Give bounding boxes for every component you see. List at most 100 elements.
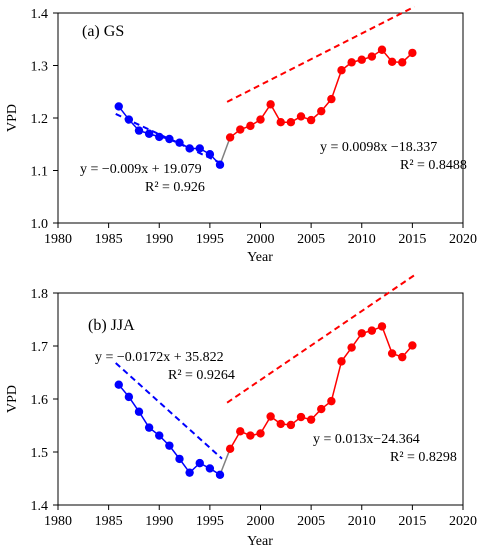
x-tick-label: 2015 [398, 514, 426, 529]
data-point [276, 118, 285, 127]
y-tick-label: 1.2 [31, 112, 49, 127]
x-tick-label: 1980 [44, 514, 72, 529]
data-point [205, 464, 215, 473]
data-point [215, 160, 225, 169]
data-point [144, 129, 154, 138]
regression-r2: R² = 0.926 [145, 180, 205, 195]
x-tick-label: 2020 [449, 232, 477, 247]
y-tick-label: 1.0 [31, 217, 49, 232]
data-point [357, 329, 366, 338]
data-point [185, 468, 194, 477]
data-point [165, 134, 174, 144]
regression-r2: R² = 0.8488 [400, 158, 467, 173]
data-point [337, 357, 346, 366]
data-point [175, 454, 184, 464]
trendline-1 [115, 362, 223, 460]
data-point [124, 115, 134, 124]
chart-panel-2: 1980 1985 1990 1995 2000 2005 2010 2015 2020 1.4 1… [5, 274, 477, 549]
data-point [195, 458, 204, 468]
x-tick-label: 2015 [398, 232, 426, 247]
x-tick-label: 1980 [44, 232, 72, 247]
data-point [236, 427, 245, 436]
regression-equation: y = −0.009x + 19.079 [80, 162, 202, 177]
data-point [327, 396, 336, 406]
data-point [124, 392, 134, 402]
data-point [114, 102, 123, 111]
series-line-2 [229, 325, 413, 450]
x-tick-label: 1995 [196, 514, 224, 529]
data-point [296, 112, 306, 121]
data-point [215, 470, 225, 479]
data-point [155, 132, 164, 142]
x-tick-label: 2000 [247, 232, 275, 247]
data-point [266, 412, 275, 421]
data-point [195, 144, 204, 153]
data-point [408, 341, 417, 350]
data-point [367, 326, 377, 335]
data-point [256, 429, 265, 438]
x-tick-label: 2010 [348, 232, 376, 247]
data-point [347, 58, 356, 67]
connector-line [219, 137, 231, 165]
x-tick-label: 2010 [348, 514, 376, 529]
trendline-2 [226, 274, 415, 404]
x-tick-label: 1990 [145, 514, 173, 529]
data-point [225, 133, 235, 142]
x-axis-label: Year [247, 250, 273, 265]
y-axis-label: VPD [5, 385, 20, 413]
regression-equation: y = −0.0172x + 35.822 [95, 350, 224, 365]
x-axis-label: Year [247, 534, 273, 549]
data-point [306, 415, 316, 424]
data-point [155, 431, 164, 440]
x-tick-label: 1985 [95, 514, 123, 529]
data-point [134, 126, 144, 135]
y-tick-label: 1.3 [31, 60, 49, 75]
regression-equation: y = 0.0098x −18.337 [320, 140, 437, 155]
data-point [317, 106, 326, 116]
y-tick-label: 1.4 [31, 499, 49, 514]
data-point [387, 349, 397, 358]
data-point [387, 57, 397, 67]
regression-r2: R² = 0.9264 [168, 368, 235, 383]
data-point [347, 343, 356, 352]
data-point [306, 115, 316, 125]
data-point [134, 407, 144, 416]
y-tick-label: 1.8 [31, 287, 49, 302]
data-point [266, 100, 275, 109]
data-point [225, 444, 235, 454]
data-point [205, 150, 215, 159]
data-point [377, 45, 387, 54]
series-line-2 [229, 48, 413, 139]
data-point [185, 144, 194, 153]
data-point [276, 419, 285, 429]
data-point [175, 138, 184, 147]
x-tick-label: 1995 [196, 232, 224, 247]
x-tick-label: 2005 [297, 232, 325, 247]
trendline-2 [226, 5, 415, 103]
data-point [144, 423, 154, 432]
data-point [246, 431, 255, 440]
data-point [165, 441, 174, 450]
data-point [236, 125, 245, 134]
data-point [286, 118, 296, 127]
y-tick-label: 1.1 [31, 165, 49, 180]
data-point [114, 380, 123, 389]
y-tick-label: 1.7 [31, 340, 49, 355]
data-point [327, 94, 336, 104]
y-tick-label: 1.5 [31, 446, 49, 461]
connector-line [219, 448, 231, 476]
panel-label: (a) GS [82, 23, 124, 40]
data-point [286, 420, 296, 430]
regression-r2: R² = 0.8298 [390, 450, 457, 465]
x-tick-label: 1990 [145, 232, 173, 247]
x-tick-label: 1985 [95, 232, 123, 247]
data-point [357, 55, 366, 64]
data-point [377, 322, 387, 331]
data-point [337, 66, 346, 75]
y-axis-label: VPD [5, 104, 20, 132]
data-point [246, 121, 255, 131]
data-point [367, 52, 377, 61]
x-tick-label: 2000 [247, 514, 275, 529]
data-point [408, 48, 417, 58]
